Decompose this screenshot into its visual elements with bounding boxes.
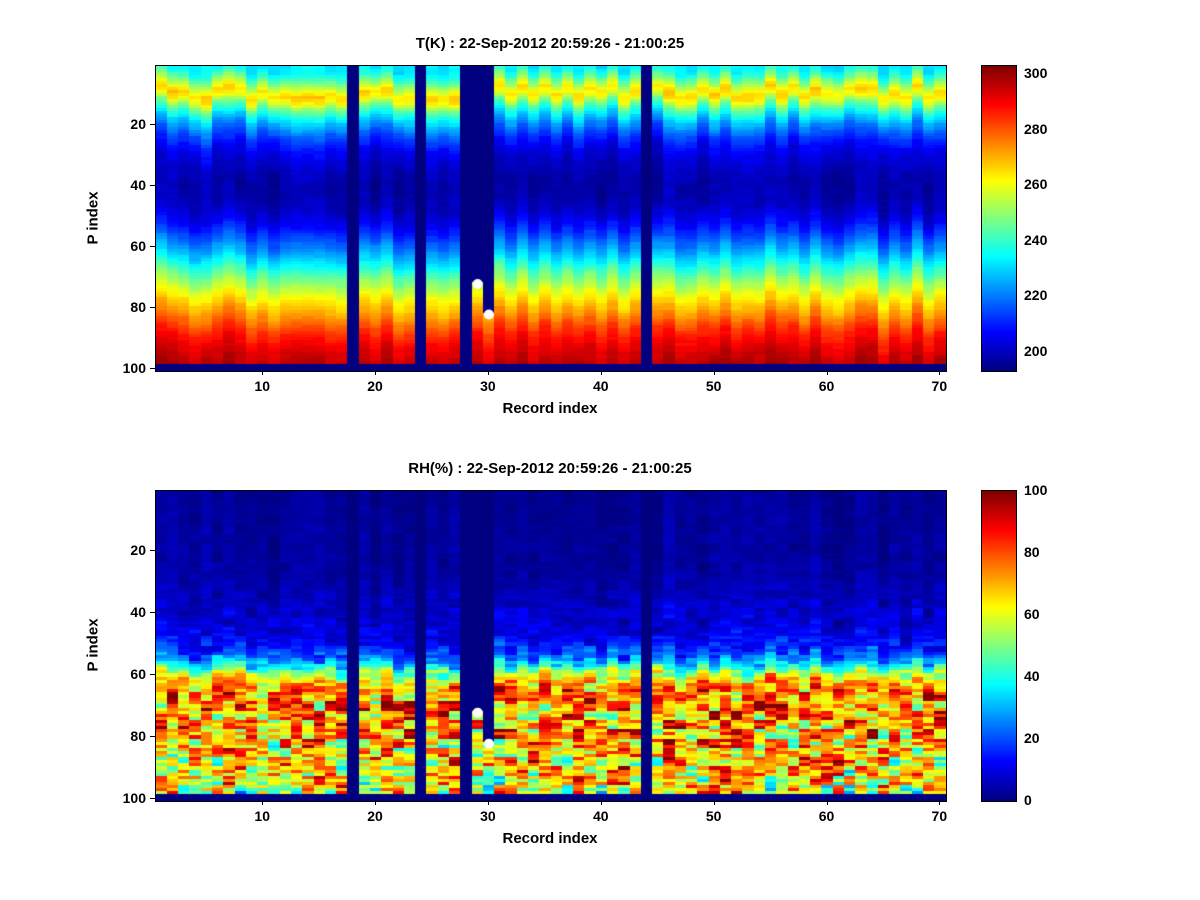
y-tick-mark bbox=[150, 307, 155, 309]
colorbar-canvas bbox=[981, 65, 1017, 372]
x-tick-label: 10 bbox=[254, 378, 270, 394]
y-tick-mark bbox=[150, 185, 155, 187]
y-tick-label: 100 bbox=[122, 790, 146, 807]
colorbar-tick-label: 0 bbox=[1024, 792, 1032, 808]
x-tick-label: 50 bbox=[705, 808, 722, 824]
colorbar-tick-label: 100 bbox=[1024, 482, 1048, 498]
y-tick-mark bbox=[150, 736, 155, 738]
x-tick-mark bbox=[713, 800, 715, 805]
x-tick-mark bbox=[375, 370, 377, 375]
y-tick-mark bbox=[150, 368, 155, 370]
humidity-heatmap-panel: RH(%) : 22-Sep-2012 20:59:26 - 21:00:25 … bbox=[85, 460, 1048, 847]
x-tick-mark bbox=[939, 370, 941, 375]
x-tick-mark bbox=[826, 800, 828, 805]
colorbar-tick-label: 260 bbox=[1024, 176, 1048, 193]
x-tick-mark bbox=[375, 800, 377, 805]
temperature-heatmap-panel: T(K) : 22-Sep-2012 20:59:26 - 21:00:25 P… bbox=[85, 35, 1048, 417]
x-tick-label: 40 bbox=[592, 378, 609, 394]
y-tick-label: 100 bbox=[122, 360, 146, 377]
colorbar-tick-label: 40 bbox=[1024, 668, 1040, 684]
y-tick-mark bbox=[150, 124, 155, 126]
x-tick-label: 50 bbox=[705, 378, 722, 394]
colorbar-tick-label: 300 bbox=[1024, 65, 1048, 82]
x-tick-label: 20 bbox=[367, 378, 383, 394]
x-tick-label: 60 bbox=[818, 378, 835, 394]
x-tick-mark bbox=[262, 800, 264, 805]
colorbar-canvas bbox=[981, 490, 1017, 802]
x-axis-label: Record index bbox=[502, 400, 598, 417]
humidity-colorbar: 0 20 40 60 80 100 bbox=[981, 482, 1047, 808]
x-tick-label: 40 bbox=[592, 808, 609, 824]
humidity-heatmap-canvas bbox=[155, 490, 947, 802]
y-tick-label: 80 bbox=[130, 728, 146, 745]
x-tick-mark bbox=[713, 370, 715, 375]
y-tick-label: 60 bbox=[130, 238, 146, 255]
temperature-colorbar: 200 220 240 260 280 300 bbox=[981, 65, 1047, 372]
x-tick-mark bbox=[600, 800, 602, 805]
y-tick-mark bbox=[150, 246, 155, 248]
x-tick-label: 70 bbox=[931, 808, 948, 824]
temperature-heatmap-canvas bbox=[155, 65, 947, 372]
x-tick-mark bbox=[939, 800, 941, 805]
x-tick-label: 20 bbox=[367, 808, 383, 824]
y-tick-label: 40 bbox=[130, 177, 146, 194]
y-tick-mark bbox=[150, 674, 155, 676]
x-tick-label: 60 bbox=[818, 808, 835, 824]
x-tick-label: 70 bbox=[931, 378, 948, 394]
y-axis-label: P index bbox=[84, 618, 102, 672]
x-tick-mark bbox=[826, 370, 828, 375]
x-tick-mark bbox=[487, 370, 489, 375]
colorbar-tick-label: 200 bbox=[1024, 342, 1048, 359]
y-tick-mark bbox=[150, 798, 155, 800]
y-tick-mark bbox=[150, 550, 155, 552]
y-tick-label: 20 bbox=[130, 542, 146, 559]
y-tick-label: 60 bbox=[130, 666, 146, 683]
x-tick-mark bbox=[487, 800, 489, 805]
x-axis-label: Record index bbox=[502, 830, 598, 847]
x-tick-label: 10 bbox=[254, 808, 270, 824]
plot-title: T(K) : 22-Sep-2012 20:59:26 - 21:00:25 bbox=[415, 35, 685, 52]
plot-title: RH(%) : 22-Sep-2012 20:59:26 - 21:00:25 bbox=[408, 460, 692, 477]
x-tick-label: 30 bbox=[480, 378, 496, 394]
colorbar-tick-label: 240 bbox=[1024, 231, 1048, 248]
y-tick-label: 80 bbox=[130, 299, 146, 316]
colorbar-tick-label: 80 bbox=[1024, 544, 1040, 560]
y-tick-label: 20 bbox=[130, 116, 146, 133]
y-tick-label: 40 bbox=[130, 604, 146, 621]
colorbar-tick-label: 220 bbox=[1024, 287, 1048, 304]
colorbar-tick-label: 280 bbox=[1024, 120, 1048, 137]
x-tick-mark bbox=[600, 370, 602, 375]
colorbar-tick-label: 60 bbox=[1024, 606, 1040, 622]
x-tick-label: 30 bbox=[480, 808, 496, 824]
y-axis-label: P index bbox=[84, 190, 102, 245]
colorbar-tick-label: 20 bbox=[1024, 730, 1040, 746]
y-tick-mark bbox=[150, 612, 155, 614]
x-tick-mark bbox=[262, 370, 264, 375]
